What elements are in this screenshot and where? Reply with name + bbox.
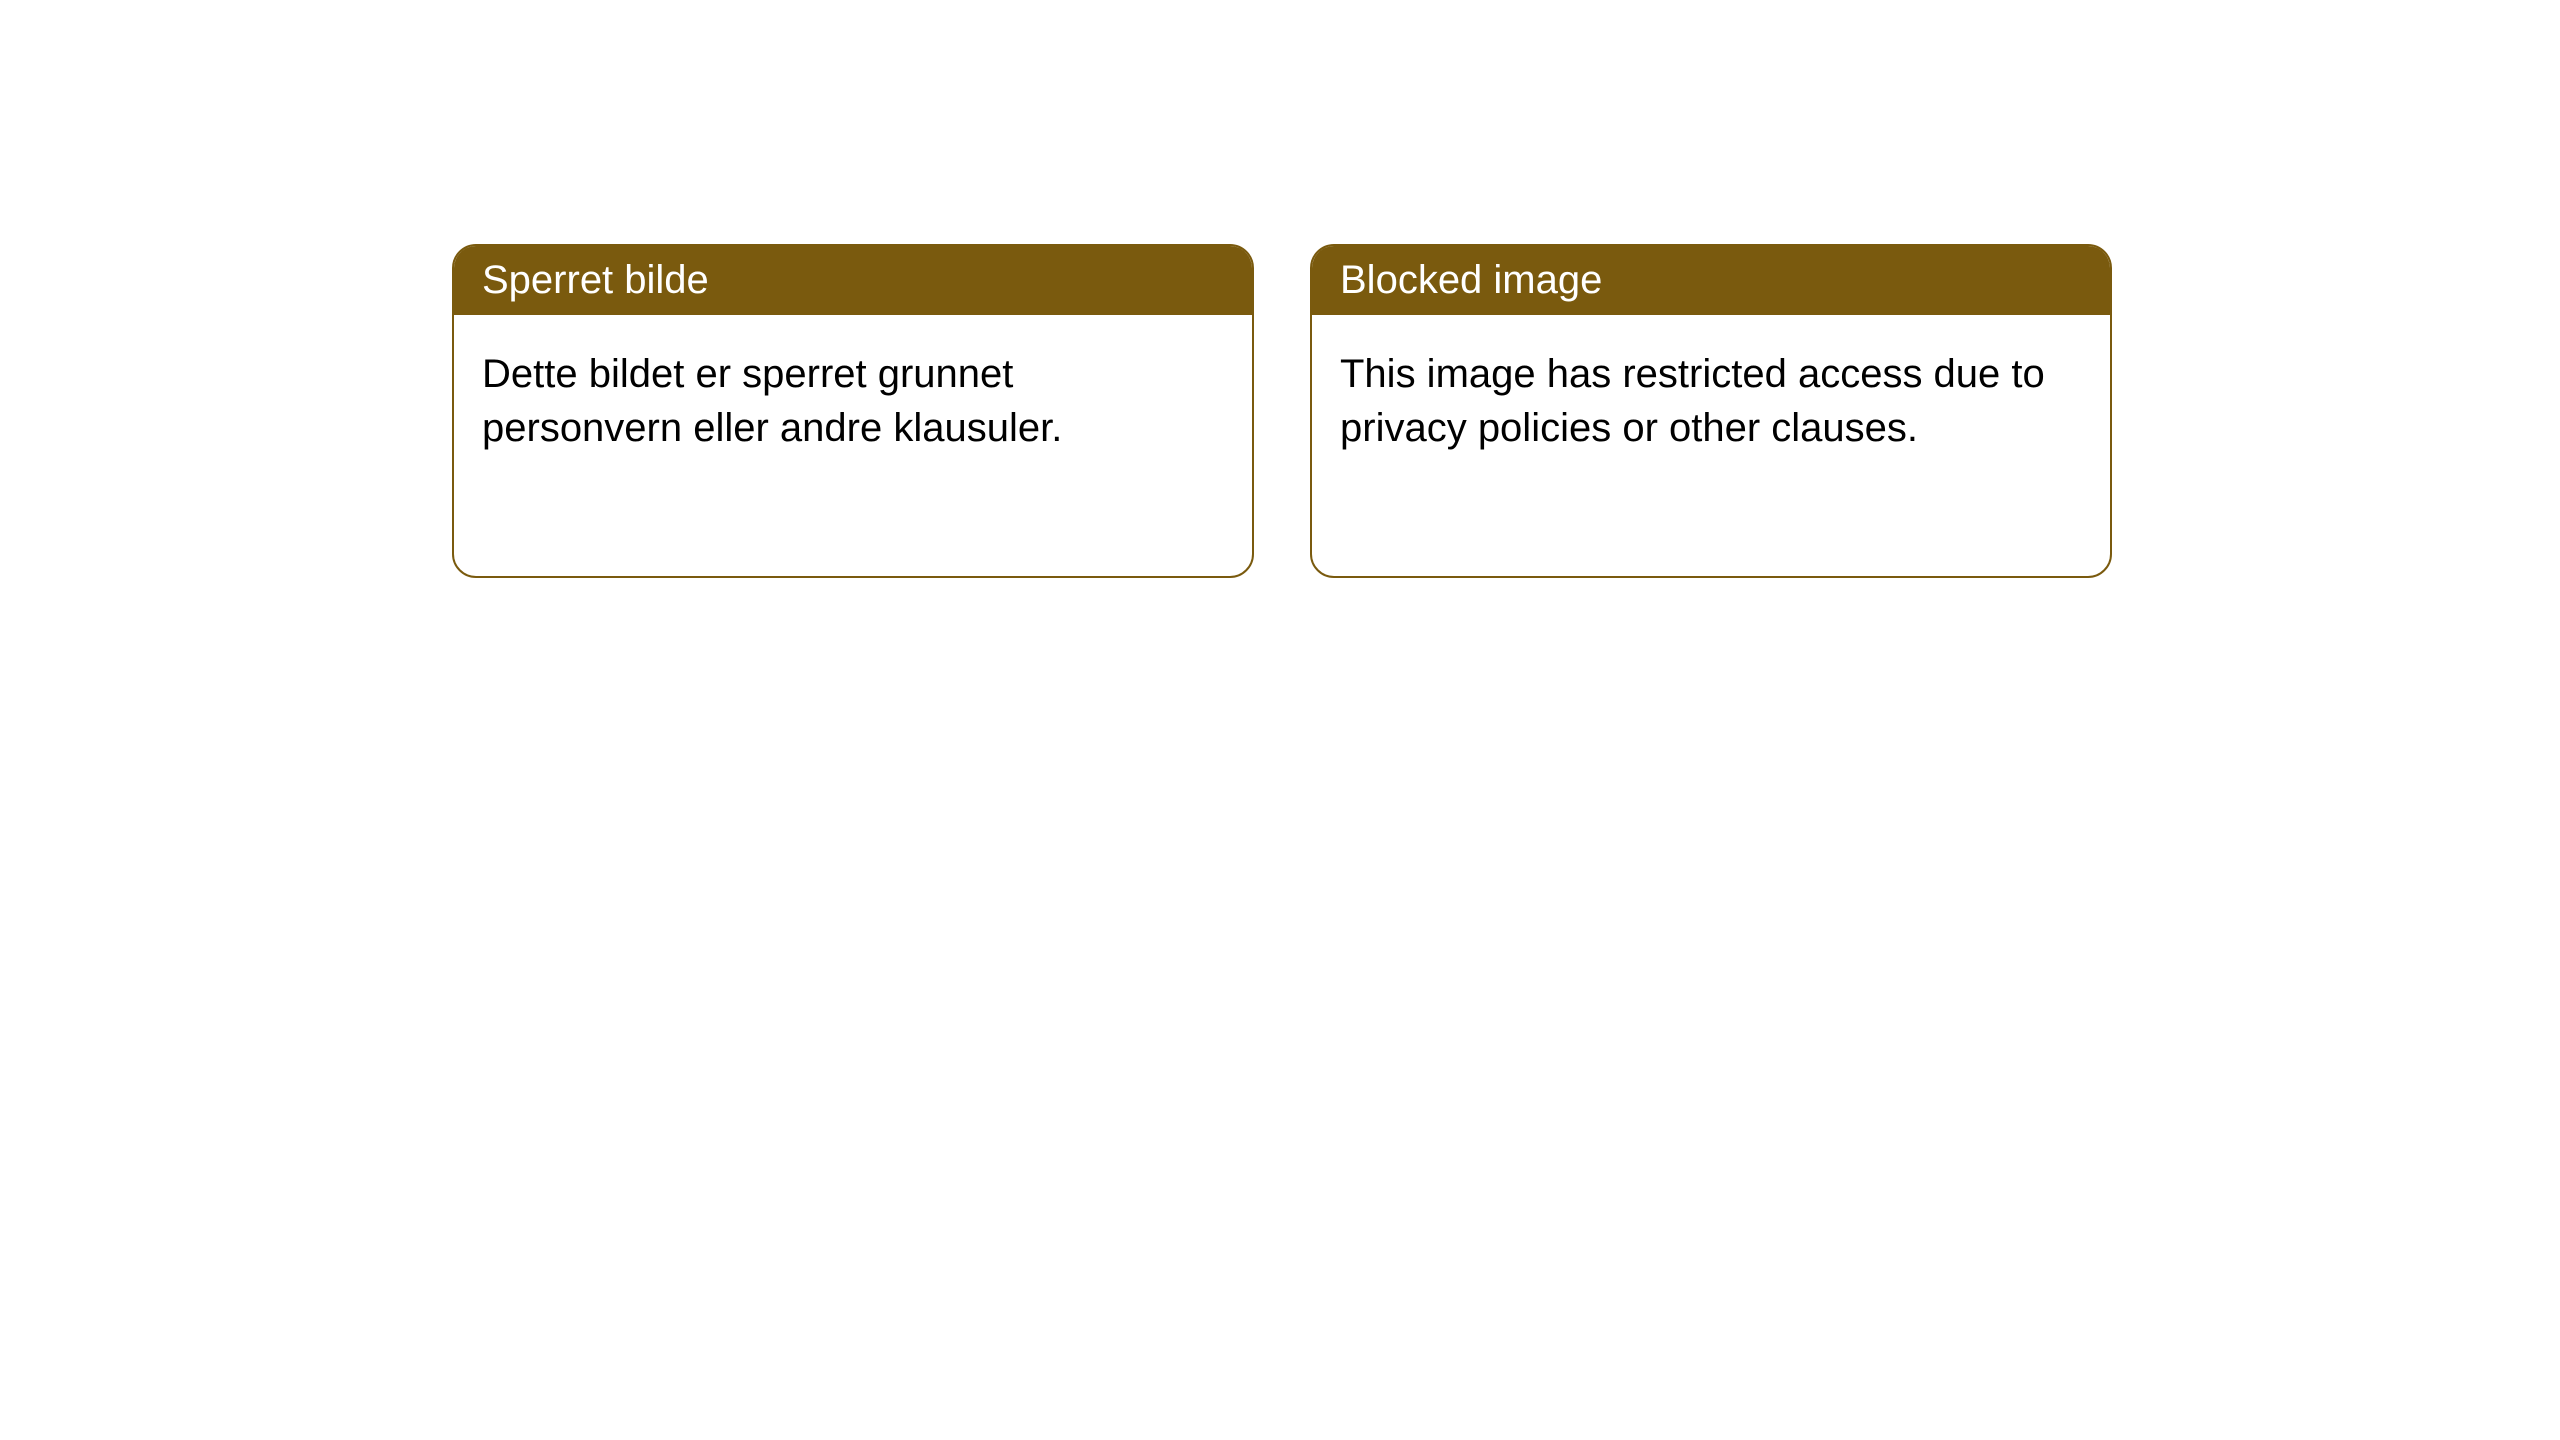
notice-card-english: Blocked image This image has restricted … — [1310, 244, 2112, 578]
notice-title: Sperret bilde — [454, 246, 1252, 315]
notice-message: Dette bildet er sperret grunnet personve… — [454, 315, 1252, 487]
notice-title: Blocked image — [1312, 246, 2110, 315]
notice-container: Sperret bilde Dette bildet er sperret gr… — [0, 0, 2560, 578]
notice-card-norwegian: Sperret bilde Dette bildet er sperret gr… — [452, 244, 1254, 578]
notice-message: This image has restricted access due to … — [1312, 315, 2110, 487]
